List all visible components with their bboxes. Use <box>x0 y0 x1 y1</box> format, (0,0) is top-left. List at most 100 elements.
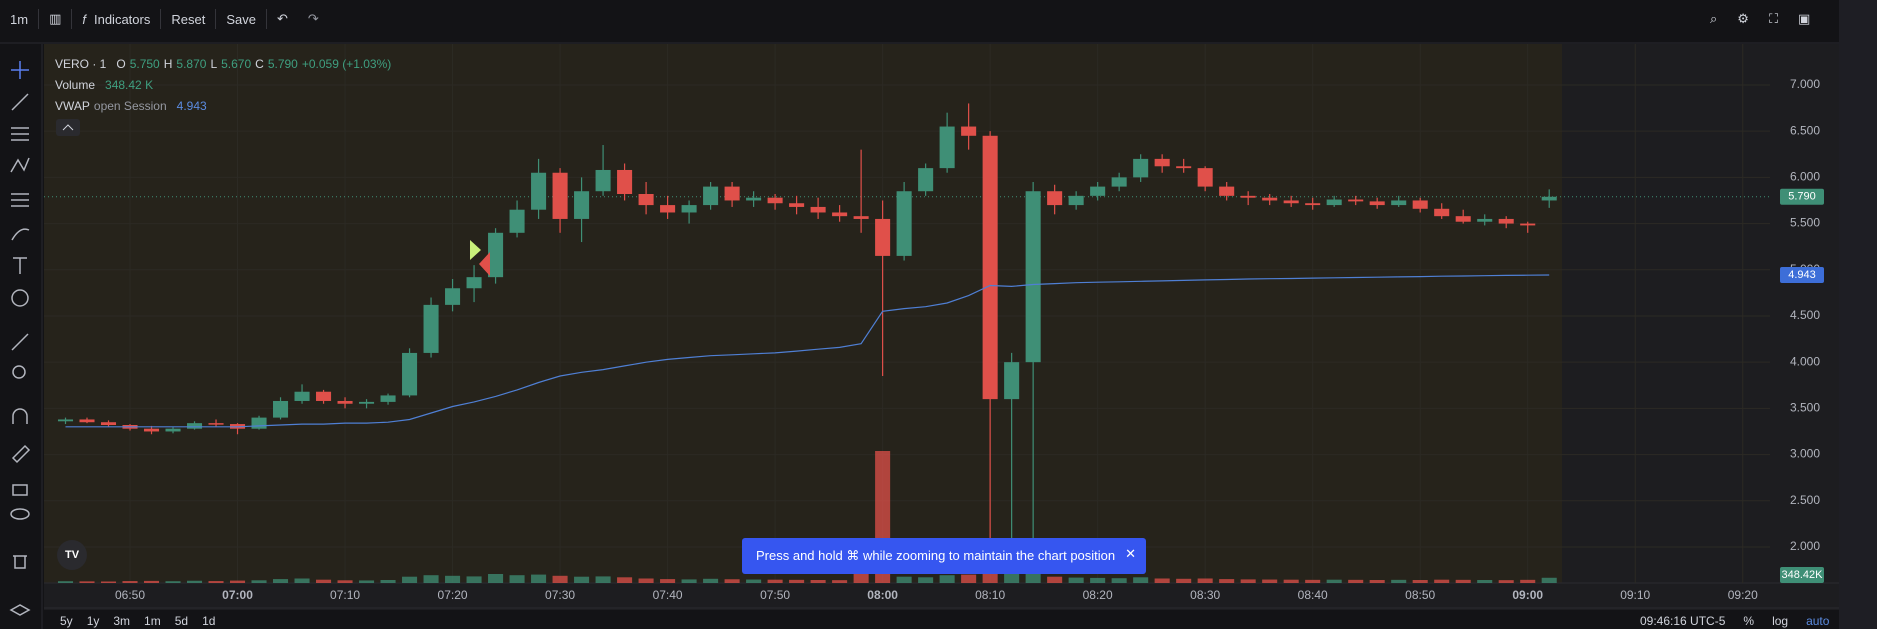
volume-bar <box>552 575 568 583</box>
zoom-tool-icon[interactable] <box>12 365 26 379</box>
candle-body <box>1305 203 1321 206</box>
toast: Press and hold ⌘ while zooming to mainta… <box>742 538 1146 574</box>
x-tick-label: 07:10 <box>330 588 360 602</box>
vwap-price-label: 4.943 <box>1788 269 1816 281</box>
range-button[interactable]: 5y <box>60 614 73 628</box>
candle-body <box>896 191 912 256</box>
redo-button[interactable]: ↷ <box>307 11 319 26</box>
layers-icon[interactable] <box>9 604 31 616</box>
candle-body <box>294 391 310 401</box>
bottom-right: 09:46:16 UTC-5 % log auto <box>1640 614 1829 629</box>
range-button[interactable]: 3m <box>113 614 131 628</box>
volume-bar <box>1498 580 1514 583</box>
candle-body <box>1068 195 1084 206</box>
lock-icon[interactable] <box>12 484 28 496</box>
x-tick-label: 07:00 <box>222 588 253 602</box>
scale-option[interactable]: auto <box>1806 614 1830 628</box>
volume-bar <box>724 579 740 583</box>
price-legend: VERO · 1 O 5.750 H 5.870 L 5.670 C 5.790 +0.… <box>55 55 391 73</box>
vwap-label: VWAP <box>55 99 90 113</box>
x-tick-label: 08:20 <box>1083 588 1113 602</box>
magnet-icon[interactable] <box>12 408 28 424</box>
open-label: O <box>116 57 126 71</box>
range-button[interactable]: 1y <box>86 614 100 628</box>
volume-bar <box>402 576 418 583</box>
ruler-tool-icon[interactable] <box>11 333 29 351</box>
collapse-icon <box>62 124 74 131</box>
separator <box>38 9 40 29</box>
x-tick-label: 08:40 <box>1298 588 1328 602</box>
indicators-button[interactable]: f Indicators <box>72 12 160 27</box>
candle-body <box>1326 199 1342 206</box>
range-button[interactable]: 1d <box>202 614 216 628</box>
volume-bar <box>789 579 805 583</box>
brush-tool-icon[interactable] <box>11 228 30 241</box>
undo-button[interactable]: ↶ <box>276 11 288 26</box>
candle-body <box>703 186 719 206</box>
clock: 09:46:16 UTC-5 <box>1640 614 1726 628</box>
candle-body <box>595 169 611 192</box>
toast-close[interactable]: ✕ <box>1125 546 1136 561</box>
candle-body <box>832 212 848 217</box>
candle-body <box>531 172 547 210</box>
candle-body <box>961 126 977 136</box>
top-toolbar: 1m ▥ f Indicators Reset Save ↶ ↷ <box>0 0 329 38</box>
candle-body <box>1025 191 1041 363</box>
open-value: 5.750 <box>129 57 160 71</box>
volume-bar <box>1455 579 1471 583</box>
settings-button[interactable]: ⚙ <box>1737 11 1749 26</box>
x-tick-label: 08:50 <box>1405 588 1435 602</box>
save-button[interactable]: Save <box>226 11 256 27</box>
logo: TV <box>65 549 80 561</box>
search-button[interactable]: ⌕ <box>1710 11 1718 26</box>
tool-icons <box>9 61 31 616</box>
volume-bar <box>186 580 203 583</box>
emoji-tool-icon[interactable] <box>11 289 29 307</box>
trash-icon[interactable] <box>13 555 27 569</box>
channel-tool-icon[interactable] <box>11 127 29 141</box>
pattern-tool-icon[interactable] <box>10 157 30 173</box>
candle-body <box>1434 208 1450 217</box>
volume-bar <box>617 577 633 583</box>
drawing-mode-icon[interactable] <box>11 444 31 464</box>
last-price-label: 5.790 <box>1788 191 1816 203</box>
reset-button[interactable]: Reset <box>171 11 206 27</box>
candle-body <box>57 419 74 422</box>
volume-bar <box>853 574 869 583</box>
collapse-legend[interactable] <box>56 119 80 136</box>
y-tick-label: 6.500 <box>1790 123 1820 137</box>
volume-bar <box>746 579 762 583</box>
x-tick-label: 09:10 <box>1620 588 1650 602</box>
candle-body <box>918 168 934 192</box>
y-tick-label: 3.500 <box>1790 401 1820 415</box>
session-highlight <box>44 44 1562 583</box>
screenshot-button[interactable]: ▣ <box>1798 11 1811 26</box>
visibility-icon[interactable] <box>10 508 30 520</box>
volume-bar <box>832 580 848 583</box>
crosshair-icon[interactable] <box>11 61 29 79</box>
vwap-line <box>65 274 1550 428</box>
side-strip <box>1839 0 1877 629</box>
scale-option[interactable]: % <box>1743 614 1755 628</box>
candle-body <box>100 422 117 425</box>
scale-option[interactable]: log <box>1772 614 1789 628</box>
text-tool-icon[interactable] <box>13 257 27 274</box>
volume-bar <box>1541 577 1557 583</box>
line-tool-icon[interactable] <box>11 93 29 111</box>
volume-bar <box>1197 578 1213 583</box>
fx-icon: f <box>82 11 86 27</box>
fullscreen-button[interactable]: ⛶ <box>1768 11 1779 26</box>
range-button[interactable]: 5d <box>174 614 189 628</box>
chart-type-button[interactable]: ▥ <box>49 11 62 26</box>
volume-bar <box>810 580 826 583</box>
vwap-legend: VWAP open Session 4.943 <box>55 97 207 115</box>
candle-body <box>746 197 762 201</box>
volume-bar <box>1369 580 1385 583</box>
volume-bar <box>1047 576 1063 583</box>
x-tick-label: 09:20 <box>1728 588 1758 602</box>
x-tick-label: 09:00 <box>1512 588 1543 602</box>
candles <box>57 103 1557 552</box>
interval-button[interactable]: 1m <box>10 11 29 27</box>
fib-tool-icon[interactable] <box>11 193 29 207</box>
range-button[interactable]: 1m <box>144 614 161 628</box>
